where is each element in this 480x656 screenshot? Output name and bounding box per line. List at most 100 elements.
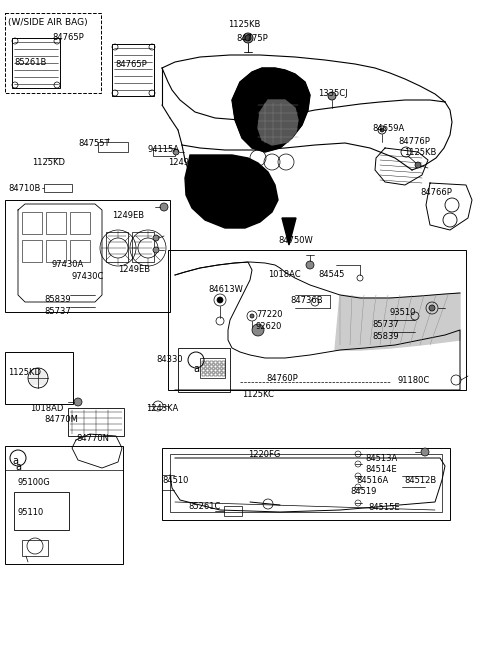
Text: 84760P: 84760P (266, 374, 298, 383)
Text: 84766P: 84766P (420, 188, 452, 197)
Text: a: a (12, 456, 18, 466)
Bar (202, 361, 205, 364)
Text: 85839: 85839 (372, 332, 398, 341)
Text: 93510: 93510 (390, 308, 416, 317)
Text: 84765P: 84765P (115, 60, 147, 69)
Bar (46, 240, 66, 262)
Text: 1125KB: 1125KB (228, 20, 260, 29)
Text: 84512B: 84512B (404, 476, 436, 485)
Bar (214, 365, 217, 368)
Text: (W/SIDE AIR BAG): (W/SIDE AIR BAG) (8, 18, 88, 27)
Text: 1335CJ: 1335CJ (318, 89, 348, 98)
Bar (202, 373, 205, 376)
Text: 1125KB: 1125KB (404, 148, 436, 157)
Bar (12, 38, 60, 88)
Text: 1018AC: 1018AC (268, 270, 300, 279)
Text: 1249EB: 1249EB (168, 158, 200, 167)
Text: 92620: 92620 (256, 322, 282, 331)
Text: 1249EB: 1249EB (112, 211, 144, 220)
Circle shape (328, 92, 336, 100)
Text: 84755T: 84755T (78, 139, 109, 148)
Circle shape (243, 33, 253, 43)
Text: 91180C: 91180C (398, 376, 430, 385)
Circle shape (415, 162, 421, 168)
Bar (22, 212, 42, 234)
Circle shape (217, 297, 223, 303)
Circle shape (153, 247, 159, 253)
Bar (200, 358, 225, 378)
Bar (210, 369, 213, 372)
Bar (5, 13, 101, 93)
Text: 85839: 85839 (44, 295, 71, 304)
Text: a: a (15, 462, 21, 472)
Bar (222, 365, 225, 368)
Polygon shape (232, 68, 310, 152)
Text: 1125KC: 1125KC (242, 390, 274, 399)
Bar (214, 369, 217, 372)
Text: 85737: 85737 (44, 307, 71, 316)
Bar (132, 232, 154, 262)
Bar (202, 365, 205, 368)
Bar (210, 373, 213, 376)
Text: 84750W: 84750W (278, 236, 313, 245)
Bar (218, 361, 221, 364)
Bar (222, 369, 225, 372)
Text: 84613W: 84613W (208, 285, 243, 294)
Bar (224, 506, 242, 516)
Text: 1243KA: 1243KA (146, 404, 178, 413)
Bar (222, 373, 225, 376)
Text: 84519: 84519 (350, 487, 376, 496)
Text: 84515E: 84515E (368, 503, 400, 512)
Text: 84659A: 84659A (372, 124, 404, 133)
Text: a: a (193, 364, 199, 374)
Text: 84776P: 84776P (398, 137, 430, 146)
Text: 85261B: 85261B (14, 58, 47, 67)
Polygon shape (258, 100, 298, 145)
Text: 1249EB: 1249EB (118, 265, 150, 274)
Polygon shape (335, 293, 460, 350)
Text: 84765P: 84765P (52, 33, 84, 42)
Bar (218, 373, 221, 376)
Bar (106, 232, 128, 262)
Text: 1125KD: 1125KD (32, 158, 65, 167)
Bar (222, 361, 225, 364)
Text: 84516A: 84516A (356, 476, 388, 485)
Text: 77220: 77220 (256, 310, 283, 319)
Circle shape (153, 235, 159, 241)
Text: 85261C: 85261C (188, 502, 220, 511)
Bar (112, 44, 154, 96)
Circle shape (173, 149, 179, 155)
Bar (162, 448, 450, 520)
Bar (98, 142, 128, 152)
Circle shape (380, 128, 384, 132)
Circle shape (250, 314, 254, 318)
Text: 84510: 84510 (162, 476, 188, 485)
Bar (218, 369, 221, 372)
Circle shape (306, 261, 314, 269)
Text: 1125KD: 1125KD (8, 368, 41, 377)
Bar (210, 361, 213, 364)
Bar (218, 365, 221, 368)
Bar (46, 212, 66, 234)
Text: 97430C: 97430C (72, 272, 104, 281)
Polygon shape (185, 155, 278, 228)
Bar (22, 540, 48, 556)
Text: 95100G: 95100G (18, 478, 51, 487)
Bar (206, 369, 209, 372)
Text: 1018AD: 1018AD (30, 404, 63, 413)
Circle shape (429, 305, 435, 311)
Bar (5, 352, 73, 404)
Text: 95110: 95110 (18, 508, 44, 517)
Bar (206, 361, 209, 364)
Circle shape (245, 35, 251, 41)
Bar (68, 408, 124, 436)
Bar (14, 492, 69, 530)
Bar (153, 148, 175, 156)
Text: 94115A: 94115A (148, 145, 180, 154)
Bar (5, 446, 123, 564)
Text: 85737: 85737 (372, 320, 399, 329)
Text: 84330: 84330 (156, 355, 182, 364)
Bar (70, 240, 90, 262)
Bar (168, 250, 466, 390)
Bar (202, 369, 205, 372)
